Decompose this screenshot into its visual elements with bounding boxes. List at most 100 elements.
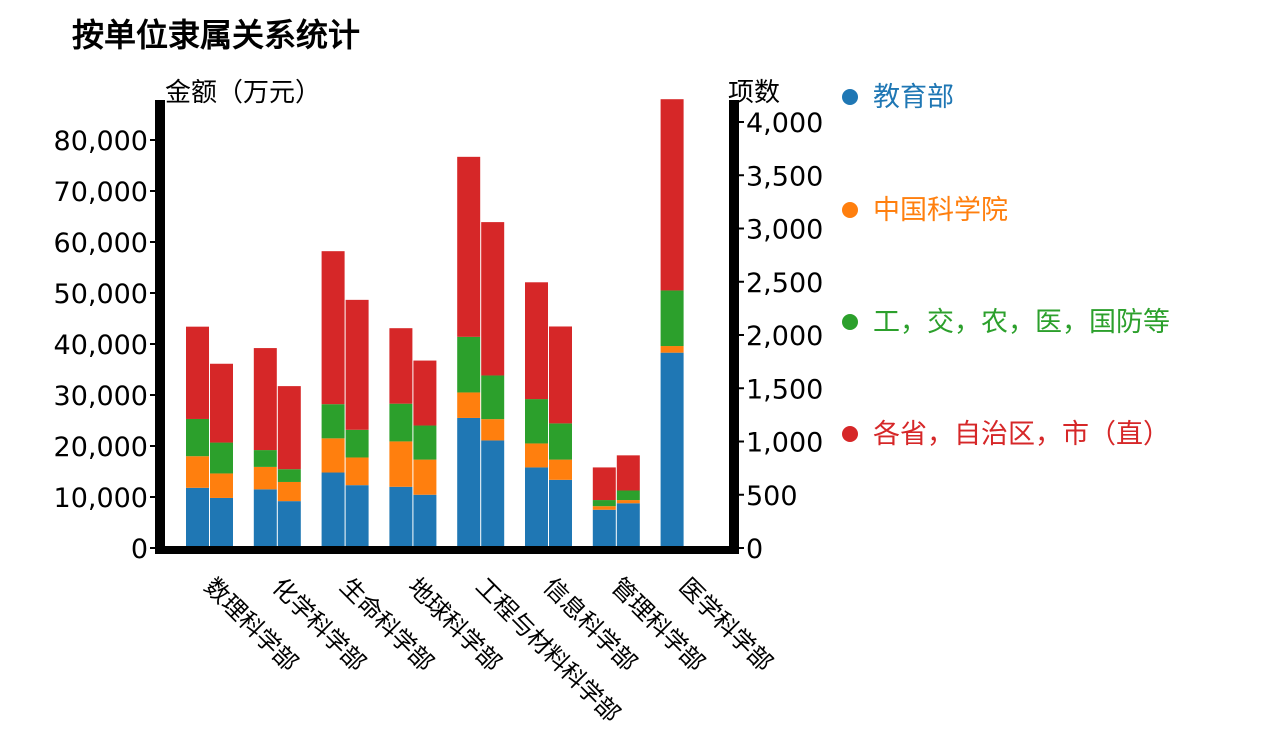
bar-count-4-1 xyxy=(413,494,437,548)
legend-item: 中国科学院 xyxy=(842,195,1008,226)
left-tick-label: 20,000 xyxy=(54,432,148,463)
right-tick-label: 4,000 xyxy=(746,108,823,139)
bar-count-6-2 xyxy=(549,459,572,480)
legend-marker xyxy=(842,202,858,218)
right-tick-label: 3,000 xyxy=(746,215,823,246)
left-axis-title: 金额（万元） xyxy=(165,78,321,108)
bar-amount-5-2 xyxy=(457,392,481,418)
left-axis-line xyxy=(155,100,165,552)
bar-count-7-4 xyxy=(616,455,640,491)
bar-amount-6-1 xyxy=(525,467,548,548)
bar-count-6-3 xyxy=(549,423,572,460)
legend-item: 教育部 xyxy=(842,82,954,113)
category-labels-group: 数理科学部化学科学部生命科学部地球科学部工程与材料科学部信息科学部管理科学部医学… xyxy=(199,572,778,728)
bar-count-1-3 xyxy=(210,442,233,474)
legend-marker xyxy=(842,426,858,442)
legend-item: 工，交，农，医，国防等 xyxy=(842,307,1170,338)
ticks-group: 0 10,000 20,000 30,000 40,000 50,000 60,000 70,… xyxy=(54,108,824,565)
bar-count-3-2 xyxy=(345,457,369,486)
bar-amount-2-3 xyxy=(253,450,277,467)
bar-amount-7-2 xyxy=(592,506,616,510)
bar-amount-8-3 xyxy=(660,290,684,347)
bar-amount-8-2 xyxy=(660,346,684,353)
bar-amount-1-1 xyxy=(186,487,209,548)
bar-count-6-1 xyxy=(549,479,572,548)
left-tick-label: 50,000 xyxy=(54,279,148,310)
bar-amount-6-3 xyxy=(525,399,548,444)
legend-label: 教育部 xyxy=(873,82,954,113)
left-tick-label: 10,000 xyxy=(54,483,148,514)
legend-label: 各省，自治区，市（直） xyxy=(873,419,1170,450)
left-tick-label: 60,000 xyxy=(54,228,148,259)
bar-amount-2-4 xyxy=(253,348,277,451)
bar-count-7-3 xyxy=(616,490,640,501)
right-tick-label: 3,500 xyxy=(746,161,823,192)
bar-amount-5-4 xyxy=(457,156,481,337)
bar-amount-3-4 xyxy=(321,251,345,405)
bar-count-1-1 xyxy=(210,497,233,548)
left-tick-label: 80,000 xyxy=(54,126,148,157)
left-tick-label: 30,000 xyxy=(54,381,148,412)
left-tick-label: 0 xyxy=(131,534,148,565)
bar-amount-3-2 xyxy=(321,438,345,473)
bar-count-4-3 xyxy=(413,425,437,460)
bar-count-1-4 xyxy=(210,363,233,443)
legend-marker xyxy=(842,89,858,105)
bars-group xyxy=(186,99,684,548)
axes-group xyxy=(155,100,739,554)
bar-count-4-4 xyxy=(413,360,437,426)
bar-amount-2-1 xyxy=(253,489,277,548)
bar-amount-7-1 xyxy=(592,509,616,548)
bar-count-2-4 xyxy=(277,386,301,470)
bar-count-5-4 xyxy=(481,222,505,376)
bar-amount-6-2 xyxy=(525,443,548,468)
legend-label: 工，交，农，医，国防等 xyxy=(873,307,1170,338)
bar-amount-7-4 xyxy=(592,467,616,501)
bar-count-5-2 xyxy=(481,419,505,441)
bar-amount-5-3 xyxy=(457,336,481,393)
right-tick-label: 500 xyxy=(746,481,798,512)
bar-count-3-3 xyxy=(345,429,369,458)
bar-amount-8-1 xyxy=(660,352,684,548)
bar-amount-3-1 xyxy=(321,472,345,548)
right-tick-label: 2,000 xyxy=(746,321,823,352)
legend-label: 中国科学院 xyxy=(873,195,1008,226)
right-tick-label: 1,000 xyxy=(746,428,823,459)
right-tick-label: 2,500 xyxy=(746,268,823,299)
x-axis-line xyxy=(155,546,739,554)
right-tick-label: 1,500 xyxy=(746,374,823,405)
bar-amount-6-4 xyxy=(525,282,548,400)
bar-amount-2-2 xyxy=(253,466,277,490)
bar-amount-5-1 xyxy=(457,417,481,548)
chart-title: 按单位隶属关系统计 xyxy=(72,16,360,54)
left-tick-label: 40,000 xyxy=(54,330,148,361)
right-axis-line xyxy=(729,100,739,552)
bar-amount-4-3 xyxy=(389,403,413,442)
bar-amount-4-2 xyxy=(389,441,413,487)
bar-amount-1-3 xyxy=(186,418,209,457)
bar-amount-4-1 xyxy=(389,486,413,548)
legend-item: 各省，自治区，市（直） xyxy=(842,419,1170,450)
legend-marker xyxy=(842,314,858,330)
bar-amount-1-4 xyxy=(186,326,209,419)
bar-count-1-2 xyxy=(210,473,233,498)
right-tick-label: 0 xyxy=(746,534,763,565)
bar-count-3-1 xyxy=(345,485,369,548)
bar-count-2-1 xyxy=(277,501,301,548)
bar-count-6-4 xyxy=(549,326,572,424)
bar-count-7-2 xyxy=(616,500,640,504)
bar-amount-8-4 xyxy=(660,99,684,291)
bar-count-2-3 xyxy=(277,469,301,482)
left-tick-label: 70,000 xyxy=(54,177,148,208)
bar-count-5-3 xyxy=(481,375,505,420)
bar-amount-4-4 xyxy=(389,328,413,404)
bar-amount-3-3 xyxy=(321,404,345,439)
bar-count-7-1 xyxy=(616,503,640,548)
bar-count-2-2 xyxy=(277,481,301,502)
bar-count-5-1 xyxy=(481,440,505,548)
bar-count-4-2 xyxy=(413,459,437,495)
bar-count-3-4 xyxy=(345,299,369,430)
bar-amount-7-3 xyxy=(592,500,616,507)
